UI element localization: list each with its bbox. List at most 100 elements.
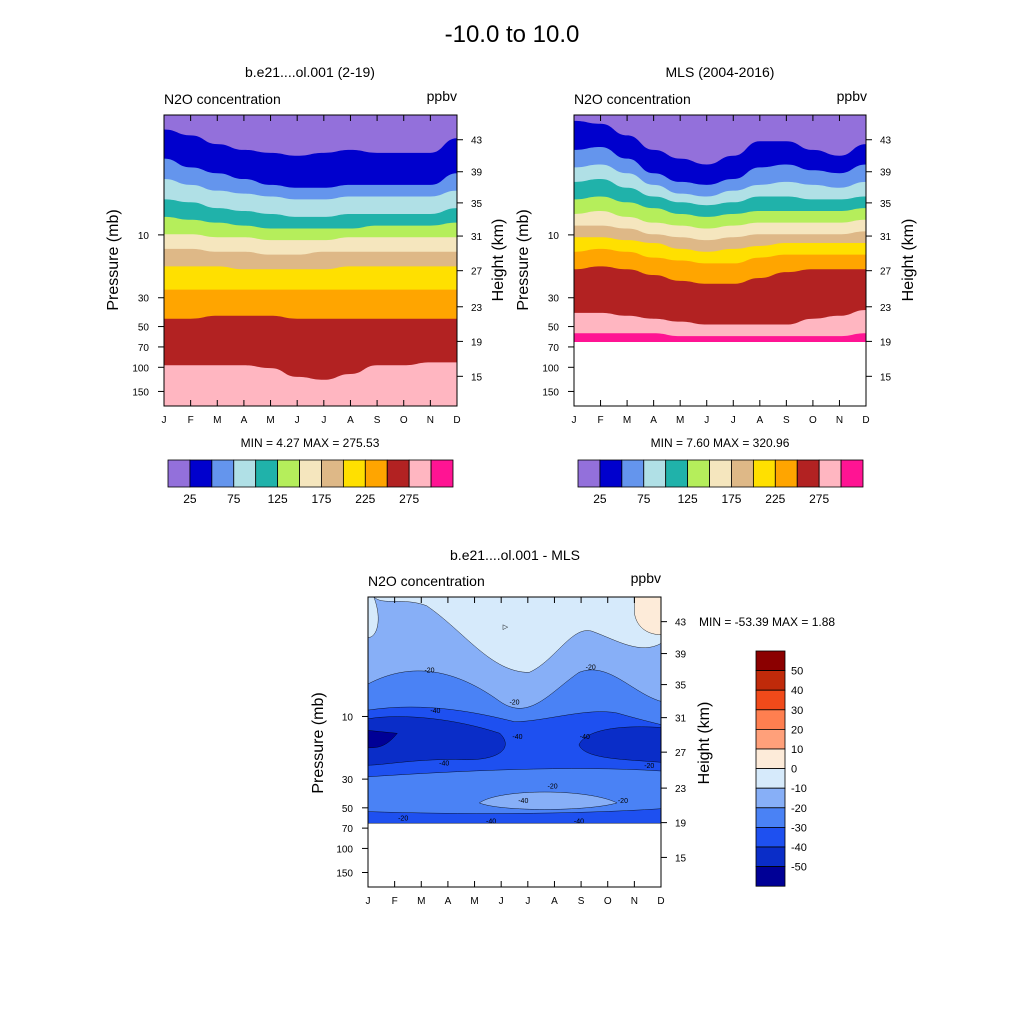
contour-label: -20 — [548, 784, 558, 791]
height-tick-label: 39 — [471, 168, 483, 179]
x-tick-label-a: A — [756, 415, 763, 426]
panel-model-plot: J F M A M J J A S O N D 10 30 50 70 100 150 43 39 35 31 27 23 19… — [132, 114, 483, 426]
colorbar-label: 125 — [268, 492, 288, 506]
colorbar-label: 175 — [721, 492, 741, 506]
pressure-tick-label: 150 — [336, 869, 353, 880]
colorbar-box — [796, 459, 820, 488]
height-tick-label: 15 — [471, 372, 483, 383]
x-tick-label-d: D — [657, 896, 664, 907]
height-tick-label: 35 — [880, 199, 892, 210]
height-tick-label: 43 — [675, 618, 687, 629]
x-tick-label-f: F — [392, 896, 398, 907]
x-tick-label-j: J — [731, 415, 736, 426]
diff-band-lower-lens — [478, 791, 618, 810]
contour-label: -20 — [509, 699, 519, 706]
contour-label: -40 — [439, 760, 449, 767]
colorbar-box — [342, 459, 366, 488]
panel-diff-y-right-label: Height (km) — [696, 702, 713, 785]
panel-model: b.e21....ol.001 (2-19) N2O concentration… — [105, 64, 507, 506]
diff-band-minus40-50-right — [578, 726, 662, 763]
height-tick-label: 31 — [471, 232, 483, 243]
x-tick-label-s: S — [783, 415, 790, 426]
x-tick-label-m: M — [676, 415, 684, 426]
panel-model-title: b.e21....ol.001 (2-19) — [245, 64, 375, 80]
colorbar-box — [364, 459, 388, 488]
panel-model-y-right-label: Height (km) — [490, 219, 507, 302]
colorbar-box — [755, 787, 786, 809]
x-tick-label-a: A — [347, 415, 354, 426]
height-tick-label: 39 — [675, 650, 687, 661]
colorbar-box — [687, 459, 710, 488]
diff-band-0-minus10 — [373, 596, 662, 673]
colorbar-label: -20 — [791, 803, 807, 815]
colorbar-label: 275 — [399, 492, 419, 506]
height-tick-label: 15 — [880, 372, 892, 383]
diff-small-contour: ▷ — [503, 624, 509, 631]
height-tick-label: 39 — [880, 168, 892, 179]
pressure-tick-label: 150 — [132, 387, 149, 398]
panel-mls-right-string: ppbv — [837, 88, 867, 104]
contour-label: -40 — [574, 818, 584, 825]
contour-label: -40 — [580, 734, 590, 741]
height-tick-label: 27 — [471, 267, 483, 278]
panel-mls-colorbar: 25 75 125 175 225 275 — [577, 459, 864, 506]
colorbar-label: 275 — [809, 492, 829, 506]
panel-mls-y-left-label: Pressure (mb) — [515, 209, 532, 310]
panel-diff-plot: ▷ -20 -20 -40 -20 -20 -40 -40 -40 -40 -20 -20 -20 -40… — [336, 596, 687, 907]
colorbar-box — [321, 459, 344, 488]
colorbar-box — [408, 459, 432, 488]
panel-model-stats: MIN = 4.27 MAX = 275.53 — [241, 436, 380, 450]
contour-label: -40 — [486, 818, 496, 825]
height-tick-label: 31 — [675, 714, 687, 725]
x-tick-label-a: A — [650, 415, 657, 426]
pressure-tick-label: 70 — [342, 824, 354, 835]
colorbar-box — [430, 459, 454, 488]
panel-diff-y-left-label: Pressure (mb) — [310, 692, 327, 793]
colorbar-box — [755, 827, 786, 848]
colorbar-label: 225 — [765, 492, 785, 506]
colorbar-label: 30 — [791, 705, 803, 717]
height-tick-label: 23 — [471, 303, 483, 314]
panel-mls-plot: J F M A M J J A S O N D 10 30 50 70 100 150 43 39 35 31 27 23 19… — [542, 114, 892, 426]
colorbar-box — [755, 709, 786, 730]
x-tick-label-s: S — [374, 415, 381, 426]
pressure-tick-label: 10 — [342, 712, 354, 723]
colorbar-label: 125 — [678, 492, 698, 506]
pressure-tick-label: 70 — [138, 343, 150, 354]
colorbar-box — [233, 459, 257, 488]
panel-model-y-left-label: Pressure (mb) — [105, 209, 122, 310]
colorbar-label: -50 — [791, 862, 807, 874]
plot-frame — [163, 114, 458, 407]
pressure-tick-label: 50 — [342, 804, 354, 815]
x-tick-label-j: J — [525, 896, 530, 907]
colorbar-label: 175 — [311, 492, 331, 506]
contour-label: -20 — [586, 665, 596, 672]
x-tick-label-o: O — [400, 415, 408, 426]
x-tick-label-m: M — [213, 415, 221, 426]
panel-mls-left-string: N2O concentration — [574, 91, 691, 107]
colorbar-label: 75 — [227, 492, 241, 506]
x-tick-label-j: J — [321, 415, 326, 426]
x-tick-label-a: A — [241, 415, 248, 426]
panel-mls: MLS (2004-2016) N2O concentration ppbv J… — [515, 64, 917, 506]
contour-label: -40 — [518, 798, 528, 805]
pressure-tick-label: 50 — [548, 323, 560, 334]
panel-diff-title: b.e21....ol.001 - MLS — [450, 547, 580, 563]
x-tick-label-s: S — [578, 896, 585, 907]
x-tick-label-f: F — [597, 415, 603, 426]
colorbar-box — [665, 459, 689, 488]
panel-diff-stats: MIN = -53.39 MAX = 1.88 — [699, 615, 835, 629]
height-tick-label: 35 — [471, 199, 483, 210]
colorbar-label: 25 — [593, 492, 607, 506]
contour-label: -20 — [424, 668, 434, 675]
panel-model-right-string: ppbv — [427, 88, 457, 104]
contour-label: -20 — [618, 798, 628, 805]
colorbar-label: 40 — [791, 685, 803, 697]
colorbar-label: 20 — [791, 724, 803, 736]
contour-band-11 — [164, 362, 457, 406]
colorbar-box — [755, 650, 786, 672]
panel-mls-y-right-label: Height (km) — [900, 219, 917, 302]
pressure-tick-label: 100 — [132, 363, 149, 374]
colorbar-box — [755, 768, 786, 789]
height-tick-label: 19 — [675, 819, 687, 830]
